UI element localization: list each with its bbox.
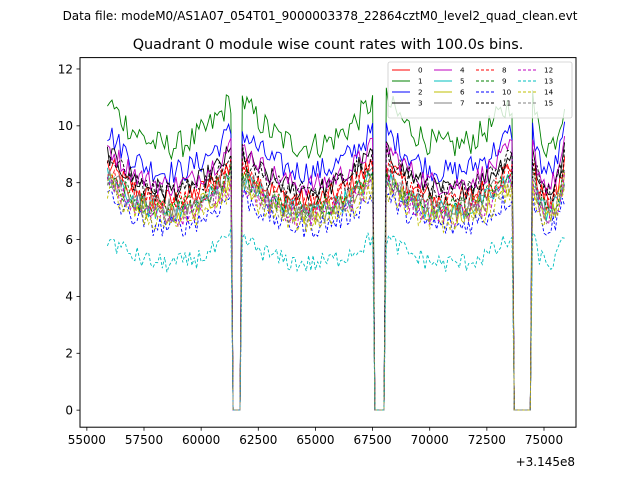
x-tick-label: 57500 — [125, 433, 163, 447]
y-tick-label: 10 — [58, 119, 73, 133]
legend-label-4: 4 — [460, 66, 465, 75]
legend-label-5: 5 — [460, 77, 465, 86]
y-tick-label: 6 — [65, 233, 73, 247]
legend-label-3: 3 — [418, 99, 423, 108]
axes-frame — [79, 57, 577, 428]
x-tick-label: 67500 — [353, 433, 391, 447]
x-tick-label: 65000 — [296, 433, 334, 447]
series-line-15 — [106, 170, 565, 411]
y-tick-label: 12 — [58, 62, 73, 76]
chart-title: Quadrant 0 module wise count rates with … — [133, 37, 524, 53]
plot-area — [79, 57, 577, 428]
series-line-1 — [107, 87, 566, 411]
legend-label-9: 9 — [502, 77, 507, 86]
y-axis: 0 2 4 6 8 10 12 — [58, 62, 80, 417]
series-line-13 — [106, 228, 565, 411]
x-tick-label: 72500 — [468, 433, 506, 447]
legend-label-8: 8 — [502, 66, 507, 75]
legend-frame — [387, 61, 573, 119]
x-tick-label: 62500 — [239, 433, 277, 447]
legend-label-1: 1 — [418, 77, 423, 86]
series-line-10 — [107, 188, 566, 411]
legend-label-6: 6 — [460, 88, 465, 97]
series-line-9 — [106, 163, 566, 411]
legend-label-15: 15 — [544, 99, 553, 108]
suptitle: Data file: modeM0/AS1A07_054T01_90000033… — [63, 9, 578, 23]
y-tick-label: 2 — [65, 347, 73, 361]
y-tick-label: 4 — [65, 290, 73, 304]
series-line-3 — [106, 141, 566, 411]
x-tick-label: 75000 — [525, 433, 563, 447]
legend-label-12: 12 — [544, 66, 553, 75]
y-tick-label: 8 — [65, 176, 73, 190]
y-tick-label: 0 — [65, 403, 73, 417]
x-offset-label: +3.145e8 — [516, 455, 575, 469]
legend-label-2: 2 — [418, 88, 423, 97]
legend-label-14: 14 — [544, 88, 554, 97]
series-line-4 — [107, 136, 566, 411]
x-tick-label: 55000 — [68, 433, 106, 447]
legend-label-7: 7 — [460, 99, 465, 108]
x-tick-label: 60000 — [182, 433, 220, 447]
x-tick-label: 70000 — [411, 433, 449, 447]
legend-label-0: 0 — [418, 66, 423, 75]
legend-label-13: 13 — [544, 77, 553, 86]
legend-label-10: 10 — [502, 88, 512, 97]
legend-label-11: 11 — [502, 99, 511, 108]
series-line-12 — [106, 171, 566, 411]
x-axis: 55000 57500 60000 62500 65000 67500 70000 72500… — [68, 427, 563, 447]
series-layer — [106, 87, 566, 411]
